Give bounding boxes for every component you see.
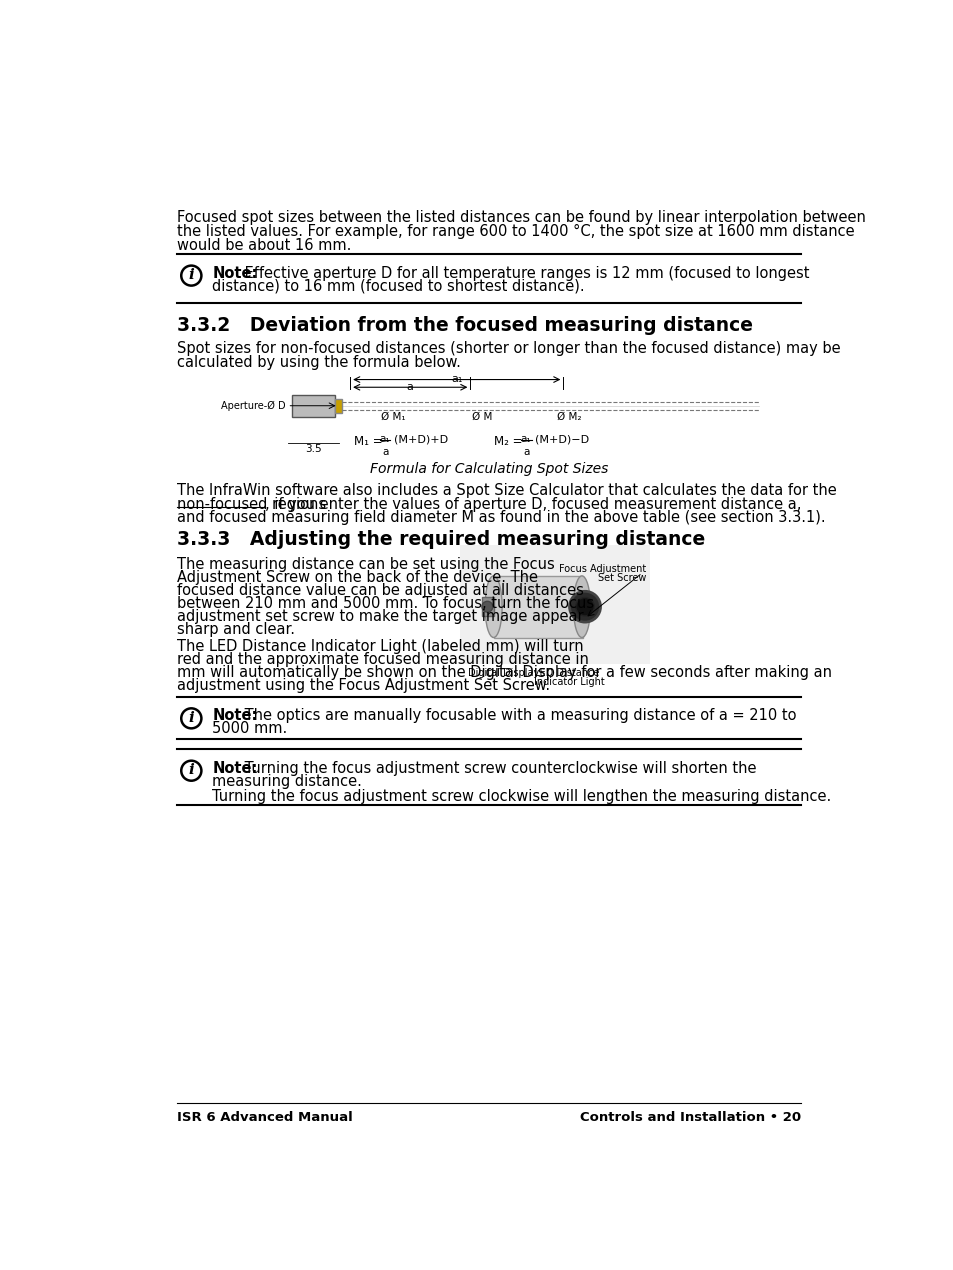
Text: Indicator Light: Indicator Light: [534, 677, 604, 687]
Text: Formula for Calculating Spot Sizes: Formula for Calculating Spot Sizes: [370, 462, 608, 476]
Text: sharp and clear.: sharp and clear.: [177, 622, 295, 638]
Circle shape: [481, 601, 493, 612]
Text: the listed values. For example, for range 600 to 1400 °C, the spot size at 1600 : the listed values. For example, for rang…: [177, 224, 854, 239]
Text: i: i: [189, 711, 194, 725]
Text: Note:: Note:: [212, 709, 257, 724]
Text: LED Distance: LED Distance: [534, 668, 598, 678]
Text: distance) to 16 mm (focused to shortest distance).: distance) to 16 mm (focused to shortest …: [212, 278, 584, 293]
Text: between 210 mm and 5000 mm. To focus, turn the focus: between 210 mm and 5000 mm. To focus, tu…: [177, 596, 594, 611]
Text: Aperture-Ø D: Aperture-Ø D: [221, 400, 286, 410]
Text: Ø M: Ø M: [472, 411, 492, 422]
Circle shape: [575, 597, 594, 616]
Bar: [493, 575, 582, 638]
Text: Note:: Note:: [212, 761, 257, 776]
Text: 3.3.2   Deviation from the focused measuring distance: 3.3.2 Deviation from the focused measuri…: [177, 316, 753, 334]
Text: i: i: [189, 268, 194, 282]
Text: Ø M₂: Ø M₂: [557, 411, 581, 422]
Bar: [292, 395, 335, 417]
Text: i: i: [189, 763, 194, 777]
Text: The measuring distance can be set using the Focus: The measuring distance can be set using …: [177, 556, 555, 572]
Text: 3.5: 3.5: [304, 444, 321, 455]
Text: Effective aperture D for all temperature ranges is 12 mm (focused to longest: Effective aperture D for all temperature…: [240, 265, 809, 281]
Text: mm will automatically be shown on the Digital Display for a few seconds after ma: mm will automatically be shown on the Di…: [177, 665, 832, 681]
Text: Spot sizes for non-focused distances (shorter or longer than the focused distanc: Spot sizes for non-focused distances (sh…: [177, 342, 841, 356]
Text: Controls and Installation • 20: Controls and Installation • 20: [579, 1111, 801, 1124]
Text: Digital Display: Digital Display: [468, 668, 538, 678]
Text: 3.3.3   Adjusting the required measuring distance: 3.3.3 Adjusting the required measuring d…: [177, 530, 705, 549]
Text: a: a: [381, 447, 388, 456]
Text: a₁: a₁: [379, 434, 390, 444]
Text: ISR 6 Advanced Manual: ISR 6 Advanced Manual: [177, 1111, 353, 1124]
Text: a: a: [522, 447, 529, 456]
Text: non-focused regions: non-focused regions: [177, 497, 326, 512]
Text: M₁ =: M₁ =: [354, 436, 382, 448]
Text: M₂ =: M₂ =: [493, 436, 521, 448]
Text: red and the approximate focused measuring distance in: red and the approximate focused measurin…: [177, 652, 589, 667]
Text: calculated by using the formula below.: calculated by using the formula below.: [177, 354, 460, 370]
Text: Note:: Note:: [212, 265, 257, 281]
Text: a: a: [406, 382, 414, 392]
Circle shape: [569, 592, 599, 622]
Text: focused distance value can be adjusted at all distances: focused distance value can be adjusted a…: [177, 583, 583, 598]
Text: measuring distance.: measuring distance.: [212, 773, 362, 789]
Text: The InfraWin software also includes a Spot Size Calculator that calculates the d: The InfraWin software also includes a Sp…: [177, 484, 836, 499]
Text: a₁: a₁: [451, 375, 462, 384]
Bar: [459, 545, 649, 664]
Text: Adjustment Screw on the back of the device. The: Adjustment Screw on the back of the devi…: [177, 570, 537, 584]
Text: Focused spot sizes between the listed distances can be found by linear interpola: Focused spot sizes between the listed di…: [177, 210, 865, 225]
Text: Set Screw: Set Screw: [598, 573, 645, 583]
Text: and focused measuring field diameter M as found in the above table (see section : and focused measuring field diameter M a…: [177, 509, 825, 525]
Text: , if you enter the values of aperture D, focused measurement distance a,: , if you enter the values of aperture D,…: [265, 497, 801, 512]
Text: Ø M₁: Ø M₁: [380, 411, 405, 422]
Text: Turning the focus adjustment screw counterclockwise will shorten the: Turning the focus adjustment screw count…: [240, 761, 756, 776]
Text: (M+D)+D: (M+D)+D: [394, 436, 448, 444]
Text: adjustment using the Focus Adjustment Set Screw.: adjustment using the Focus Adjustment Se…: [177, 678, 550, 693]
Text: The optics are manually focusable with a measuring distance of a = 210 to: The optics are manually focusable with a…: [240, 709, 796, 724]
Bar: [481, 597, 493, 616]
Text: 5000 mm.: 5000 mm.: [212, 721, 287, 737]
Text: Turning the focus adjustment screw clockwise will lengthen the measuring distanc: Turning the focus adjustment screw clock…: [212, 789, 831, 804]
Text: a₁: a₁: [520, 434, 531, 444]
Text: would be about 16 mm.: would be about 16 mm.: [177, 237, 352, 253]
Bar: [335, 399, 342, 413]
Text: adjustment set screw to make the target image appear: adjustment set screw to make the target …: [177, 610, 583, 624]
Text: The LED Distance Indicator Light (labeled mm) will turn: The LED Distance Indicator Light (labele…: [177, 639, 583, 654]
Ellipse shape: [573, 575, 590, 638]
Text: (M+D)−D: (M+D)−D: [535, 436, 589, 444]
Text: Focus Adjustment: Focus Adjustment: [558, 564, 645, 574]
Ellipse shape: [484, 575, 501, 638]
